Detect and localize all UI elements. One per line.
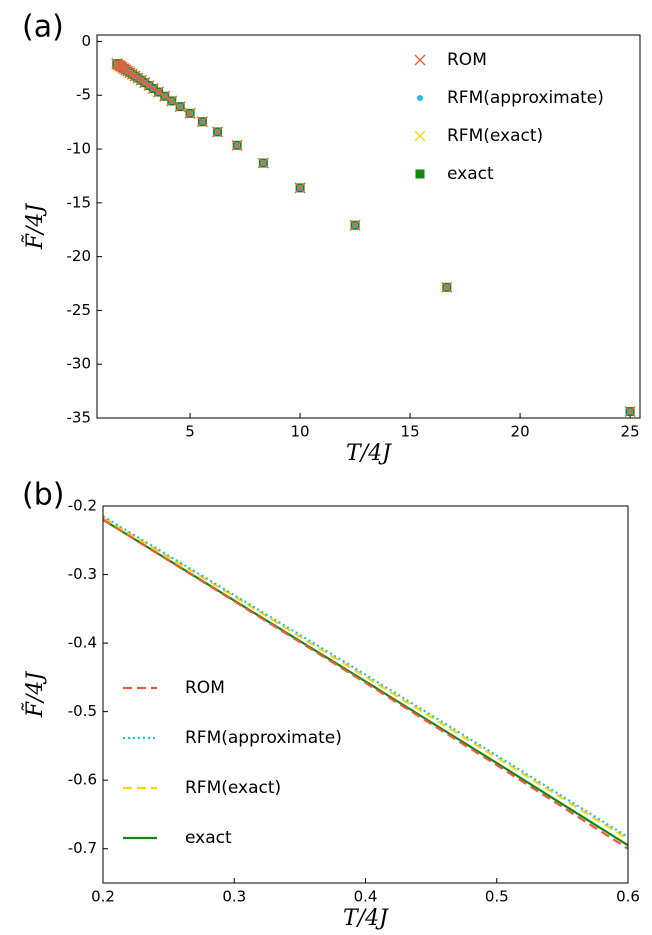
plot-area: [111, 58, 636, 418]
legend-label: RFM(exact): [185, 778, 281, 798]
marker-x: [349, 219, 361, 231]
legend-label: ROM: [185, 678, 225, 698]
marker-x: [212, 126, 224, 138]
line: [103, 518, 628, 850]
y-tick-label: -0.7: [68, 839, 97, 857]
marker-x: [441, 281, 453, 293]
y-tick-label: -0.6: [68, 771, 97, 789]
marker-dot: [417, 95, 423, 101]
marker-x: [166, 95, 178, 107]
legend-label: RFM(exact): [447, 126, 543, 146]
y-tick-label: 0: [81, 32, 91, 50]
y-tick-label: -0.2: [68, 497, 97, 515]
legend-label: RFM(approximate): [185, 728, 342, 748]
y-tick-label: -5: [76, 86, 91, 104]
y-tick-label: -10: [67, 140, 92, 158]
x-tick-label: 5: [185, 423, 195, 441]
axes-frame: [96, 34, 641, 419]
x-tick-label: 0.5: [485, 888, 509, 906]
marker-x: [294, 182, 306, 194]
y-tick-label: -0.5: [68, 702, 97, 720]
legend-label: RFM(approximate): [447, 88, 604, 108]
plot-area: [103, 515, 628, 850]
x-tick-label: 25: [621, 423, 640, 441]
legend-label: exact: [185, 828, 232, 848]
panel-label: (a): [22, 10, 64, 45]
marker-x: [414, 130, 426, 142]
x-tick-label: 10: [291, 423, 310, 441]
marker-x: [624, 406, 636, 418]
y-tick-label: -20: [67, 247, 92, 265]
marker-x: [257, 157, 269, 169]
y-tick-label: -15: [67, 193, 92, 211]
marker-x: [135, 74, 147, 86]
line: [103, 515, 628, 839]
y-tick-label: -0.4: [68, 634, 97, 652]
marker-x: [174, 101, 186, 113]
y-tick-label: -0.3: [68, 565, 97, 583]
y-tick-label: -30: [67, 355, 92, 373]
axes-frame: [102, 505, 629, 884]
x-axis-label: T/4J: [346, 441, 392, 466]
y-axis-label: F̃/4J: [22, 203, 48, 251]
x-tick-label: 20: [511, 423, 530, 441]
line: [103, 516, 628, 841]
marker-x: [196, 116, 208, 128]
x-tick-label: 0.2: [91, 888, 115, 906]
marker-x: [184, 107, 196, 119]
legend-label: ROM: [447, 50, 487, 70]
x-tick-label: 0.6: [616, 888, 640, 906]
x-tick-label: 15: [401, 423, 420, 441]
legend-label: exact: [447, 164, 494, 184]
marker-x: [111, 58, 123, 70]
x-axis-label: T/4J: [343, 906, 389, 931]
marker-x: [231, 139, 243, 151]
marker-x: [159, 90, 171, 102]
marker-x: [414, 54, 426, 66]
x-tick-label: 0.4: [354, 888, 378, 906]
y-tick-label: -25: [67, 301, 92, 319]
y-tick-label: -35: [67, 409, 92, 427]
y-axis-label: F̃/4J: [22, 671, 48, 719]
marker-x: [153, 86, 165, 98]
x-tick-label: 0.3: [222, 888, 246, 906]
marker-x: [132, 72, 144, 84]
marker-square: [415, 169, 425, 179]
panel-label: (b): [22, 478, 64, 513]
